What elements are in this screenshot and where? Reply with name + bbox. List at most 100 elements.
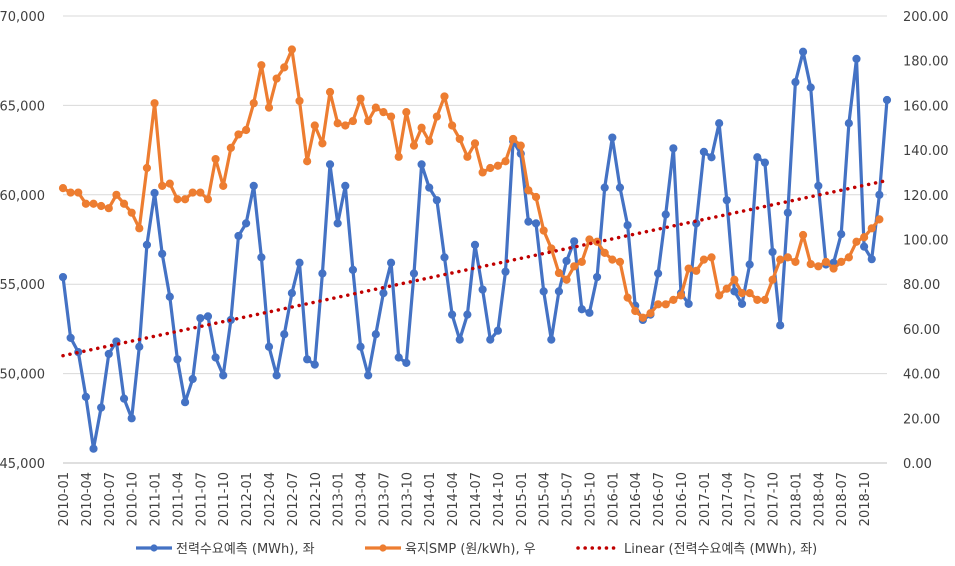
data-point	[730, 275, 739, 284]
data-point	[310, 121, 319, 130]
data-point	[348, 265, 358, 274]
data-point	[745, 289, 754, 298]
data-point	[783, 208, 792, 217]
data-point	[661, 300, 670, 309]
data-point	[196, 314, 205, 323]
data-point	[860, 242, 869, 251]
data-point	[470, 240, 480, 249]
data-point	[142, 163, 152, 173]
data-point	[402, 358, 411, 367]
legend-item: 전력수요예측 (MWh), 좌	[136, 542, 315, 557]
data-point	[882, 95, 892, 105]
data-point	[112, 190, 121, 199]
data-point	[730, 287, 739, 296]
data-point	[554, 287, 564, 296]
data-point	[158, 181, 167, 190]
data-point	[448, 310, 457, 319]
data-point	[257, 61, 266, 70]
data-point	[791, 257, 800, 266]
series-0	[58, 47, 892, 453]
data-point	[364, 371, 373, 380]
y-right-tick-label: 200.00	[903, 10, 949, 25]
data-point	[814, 181, 823, 190]
data-point	[211, 154, 220, 164]
data-point	[295, 258, 304, 267]
y-right-tick-label: 160.00	[903, 99, 949, 114]
data-point	[577, 257, 586, 266]
data-point	[722, 284, 731, 293]
data-point	[417, 123, 426, 132]
data-point	[318, 139, 327, 148]
data-point	[242, 219, 251, 228]
data-point	[150, 99, 159, 108]
data-point	[211, 353, 220, 362]
x-tick-label: 2015-04	[538, 472, 553, 526]
data-point	[440, 92, 449, 101]
data-point	[638, 313, 647, 322]
data-point	[844, 253, 853, 262]
series-1	[58, 45, 884, 322]
data-point	[837, 230, 846, 239]
data-point	[89, 199, 98, 208]
data-point	[386, 258, 396, 267]
data-point	[333, 119, 342, 128]
data-point	[364, 116, 373, 126]
data-point	[760, 158, 770, 167]
data-point	[600, 183, 609, 192]
data-point	[798, 230, 808, 240]
x-tick-label: 2017-01	[698, 472, 713, 526]
data-point	[242, 125, 251, 135]
data-point	[493, 326, 502, 335]
data-point	[867, 224, 876, 233]
data-point	[829, 264, 838, 273]
data-point	[478, 168, 487, 177]
y-left-tick-label: 70,000	[0, 10, 45, 25]
data-point	[875, 215, 884, 224]
x-tick-label: 2016-07	[652, 472, 667, 526]
x-tick-label: 2017-10	[767, 472, 782, 526]
data-point	[280, 330, 289, 339]
data-point	[219, 371, 228, 380]
data-point	[379, 289, 388, 298]
legend-label: 육지SMP (원/kWh), 우	[405, 542, 536, 557]
data-point	[585, 308, 594, 317]
y-right-tick-label: 80.00	[903, 278, 940, 293]
data-point	[74, 188, 83, 197]
y-left-tick-label: 50,000	[0, 368, 45, 383]
data-point	[654, 269, 663, 278]
data-point	[417, 160, 426, 169]
data-point	[501, 267, 510, 276]
data-point	[432, 112, 441, 121]
data-point	[776, 321, 785, 330]
x-tick-label: 2012-04	[263, 472, 278, 526]
data-point	[104, 349, 113, 359]
x-tick-label: 2018-07	[835, 472, 850, 526]
data-point	[371, 330, 380, 339]
y-right-tick-label: 180.00	[903, 55, 949, 70]
data-point	[119, 199, 129, 208]
data-point	[676, 291, 686, 300]
data-point	[142, 240, 152, 249]
data-point	[554, 268, 564, 278]
data-point	[303, 355, 312, 364]
x-tick-label: 2010-10	[126, 472, 141, 526]
x-tick-label: 2018-01	[789, 472, 804, 526]
x-tick-label: 2015-10	[583, 472, 598, 526]
data-point	[493, 161, 502, 170]
data-point	[295, 96, 304, 106]
data-point	[173, 355, 182, 364]
x-tick-label: 2016-01	[606, 472, 621, 526]
data-point	[570, 262, 579, 271]
data-point	[783, 253, 792, 262]
data-point	[592, 272, 602, 282]
data-point	[776, 255, 785, 264]
series-line	[61, 50, 889, 451]
data-point	[539, 287, 548, 296]
x-tick-label: 2016-04	[629, 472, 644, 526]
data-point	[837, 257, 846, 266]
data-point	[661, 210, 670, 219]
x-tick-label: 2012-07	[286, 472, 301, 526]
data-point	[180, 195, 190, 204]
x-tick-label: 2011-07	[194, 472, 209, 526]
